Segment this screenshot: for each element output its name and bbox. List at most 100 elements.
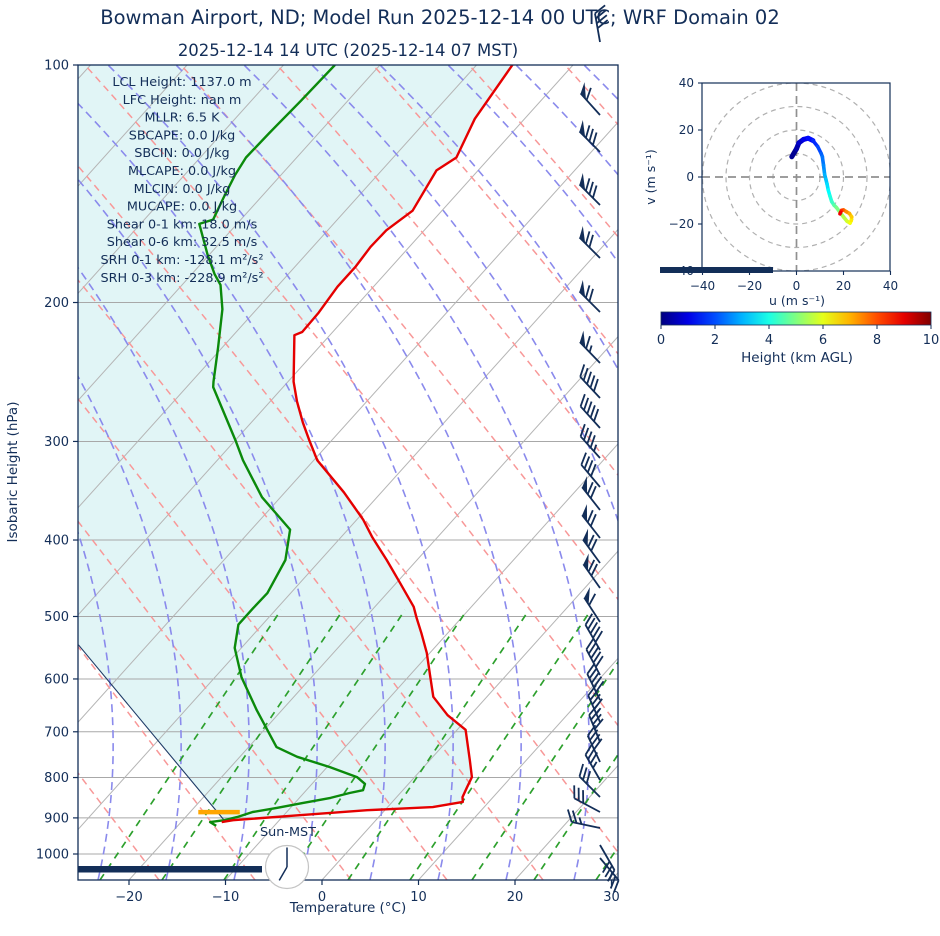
barb-full [586, 481, 594, 495]
barb-full [587, 534, 595, 548]
parcel-profile-line [78, 644, 226, 822]
moist-adiabat-line [243, 65, 590, 880]
wind-barb [573, 785, 601, 813]
y-tick-label: 200 [44, 296, 69, 311]
barb-staff [578, 236, 601, 259]
wind-barb [584, 743, 601, 781]
y-axis-label: Isobaric Height (hPa) [5, 402, 21, 543]
barb-half [592, 761, 598, 769]
barb-full [590, 538, 598, 552]
x-tick-label: −20 [115, 890, 142, 905]
barb-full [592, 713, 602, 725]
wind-barb [586, 724, 603, 763]
x-tick-label: 10 [410, 890, 427, 905]
isotherm-line [78, 65, 284, 295]
barb-full [586, 401, 593, 415]
colorbar-tick-label: 10 [923, 333, 940, 348]
hodo-u-tick-label: −20 [737, 279, 762, 293]
barb-full [595, 655, 604, 668]
barb-full [588, 128, 594, 142]
barb-staff [578, 130, 601, 153]
y-tick-label: 300 [44, 435, 69, 450]
barb-full [590, 463, 597, 477]
barb-full [590, 709, 600, 721]
barb-flag [580, 82, 586, 100]
barb-staff [578, 290, 601, 313]
barb-full [589, 435, 596, 448]
moist-adiabat-line [107, 65, 454, 880]
stat-line: MLLR: 6.5 K [145, 111, 221, 126]
barb-full [589, 513, 597, 527]
barb-flag [579, 279, 586, 298]
y-tick-label: 800 [44, 771, 69, 786]
barb-staff [581, 486, 601, 511]
barb-staff [579, 341, 601, 364]
y-tick-label: 700 [44, 725, 69, 740]
hodo-surface-bar [660, 267, 773, 273]
stat-line: LFC Height: nan m [123, 93, 242, 108]
x-axis-label: Temperature (°C) [289, 900, 407, 916]
wind-barb [578, 763, 601, 798]
wind-barb [582, 553, 601, 589]
barb-full [586, 509, 594, 523]
stat-line: Shear 0-6 km: 32.5 m/s [107, 235, 258, 250]
cin-shade-region [78, 65, 513, 823]
barb-full [587, 559, 596, 573]
barb-full [586, 431, 593, 445]
barb-full [582, 367, 589, 381]
barb-staff [581, 514, 601, 539]
cin-shade [78, 65, 513, 823]
barb-full [583, 456, 591, 469]
stat-line: SBCIN: 0.0 J/kg [134, 146, 229, 161]
barb-full [592, 132, 598, 146]
wind-barb [578, 225, 601, 259]
barb-full [586, 459, 594, 473]
barb-full [584, 613, 594, 626]
barb-full [587, 617, 596, 630]
dry-adiabat-line [78, 645, 256, 880]
wind-barb [579, 330, 601, 364]
hodo-u-tick-label: 40 [883, 279, 898, 293]
hodo-u-tick-label: −40 [690, 279, 715, 293]
wind-barb [599, 857, 620, 893]
barb-full [613, 879, 620, 893]
wind-barb [581, 504, 601, 539]
colorbar-label: Height (km AGL) [741, 350, 853, 366]
isotherm-line [321, 550, 618, 880]
moist-adiabat-line [583, 65, 618, 101]
barb-full [571, 810, 578, 824]
barb-full [597, 19, 609, 29]
barb-full [589, 405, 596, 418]
barb-full [584, 178, 591, 192]
barb-full [587, 724, 597, 737]
barb-full [588, 181, 594, 195]
mixing-ratio-line [471, 660, 618, 880]
colorbar-tick-label: 0 [657, 333, 665, 348]
barb-full [579, 393, 586, 407]
isotherm-line [514, 764, 618, 880]
stat-line: MLCIN: 0.0 J/kg [134, 182, 231, 197]
wind-barb [583, 587, 601, 623]
valid-time-subtitle: 2025-12-14 14 UTC (2025-12-14 07 MST) [178, 41, 518, 60]
skewt-profile-lines [78, 65, 514, 827]
stats-block: LCL Height: 1137.0 m LFC Height: nan m MLL… [101, 75, 264, 286]
x-tick-label: −10 [212, 890, 239, 905]
moist-adiabat-line [175, 65, 522, 880]
barb-full [579, 364, 586, 378]
barb-full [584, 285, 591, 299]
hodo-v-tick-label: 40 [679, 76, 694, 90]
range-ring [748, 129, 845, 225]
height-colorbar: 0 2 4 6 8 10 [657, 311, 940, 348]
mixing-ratio-line [161, 609, 344, 880]
wind-barb [599, 844, 616, 882]
barb-full [593, 738, 603, 750]
wind-barb [578, 172, 601, 206]
isotherm-line [78, 121, 618, 723]
mixing-ratio-line [99, 609, 282, 880]
figure-title: Bowman Airport, ND; Model Run 2025-12-14… [100, 6, 780, 29]
hodo-u-tick-label: 0 [793, 279, 801, 293]
isotherm-line [78, 65, 574, 616]
barb-flag [584, 587, 590, 605]
